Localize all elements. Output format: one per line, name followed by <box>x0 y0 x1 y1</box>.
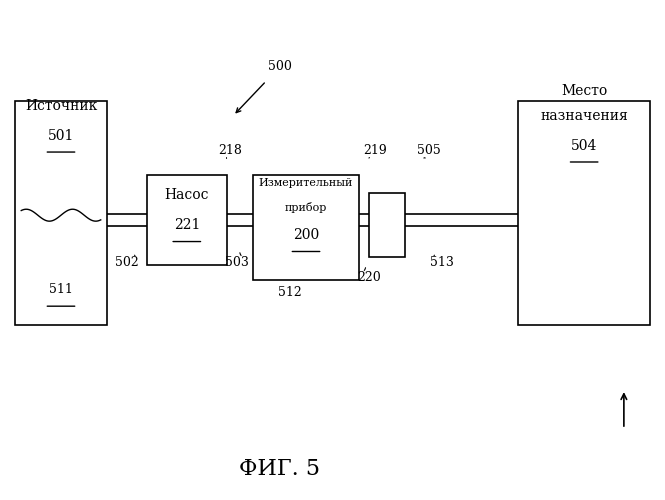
Text: ФИГ. 5: ФИГ. 5 <box>239 458 320 480</box>
Text: 503: 503 <box>225 256 249 269</box>
FancyBboxPatch shape <box>253 176 359 280</box>
Text: 220: 220 <box>357 271 381 284</box>
Text: 200: 200 <box>293 228 319 242</box>
Text: 513: 513 <box>430 256 454 269</box>
Text: Источник: Источник <box>25 99 97 113</box>
FancyBboxPatch shape <box>15 101 107 324</box>
Text: Измерительный: Измерительный <box>259 178 353 188</box>
FancyBboxPatch shape <box>518 101 650 324</box>
Text: 512: 512 <box>277 286 301 299</box>
Text: 500: 500 <box>267 60 291 72</box>
Text: 511: 511 <box>49 284 73 296</box>
Text: 504: 504 <box>571 138 597 152</box>
Text: Место: Место <box>561 84 607 98</box>
Text: прибор: прибор <box>285 202 327 213</box>
Text: 218: 218 <box>218 144 242 157</box>
Text: 219: 219 <box>364 144 388 157</box>
FancyBboxPatch shape <box>147 176 227 265</box>
Text: 221: 221 <box>174 218 200 232</box>
Text: 502: 502 <box>115 256 139 269</box>
Text: Насос: Насос <box>164 188 209 202</box>
FancyBboxPatch shape <box>369 193 406 258</box>
Text: назначения: назначения <box>540 109 628 122</box>
Text: 501: 501 <box>48 128 74 142</box>
Text: 505: 505 <box>417 144 440 157</box>
